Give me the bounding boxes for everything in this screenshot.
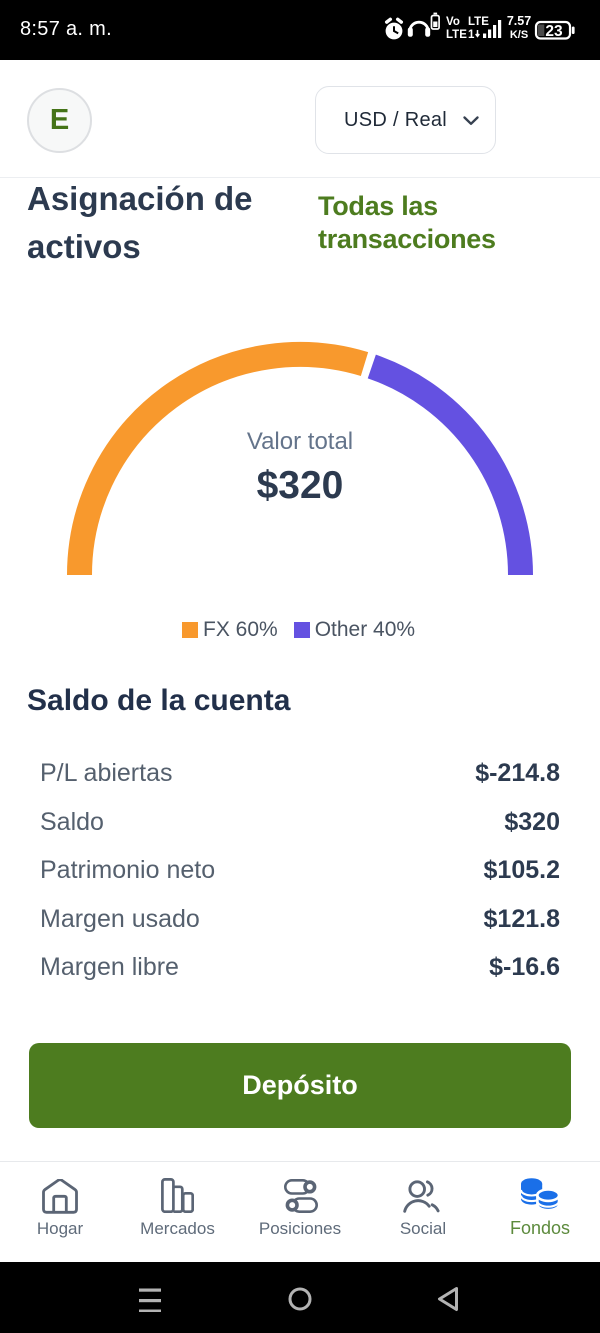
svg-text:LTE: LTE [468,16,489,28]
svg-text:1: 1 [468,29,475,41]
svg-text:K/S: K/S [510,29,528,41]
svg-text:Vo: Vo [446,16,460,28]
svg-text:23: 23 [545,23,563,40]
svg-text:7.57: 7.57 [507,14,531,28]
svg-text:LTE: LTE [446,29,467,41]
